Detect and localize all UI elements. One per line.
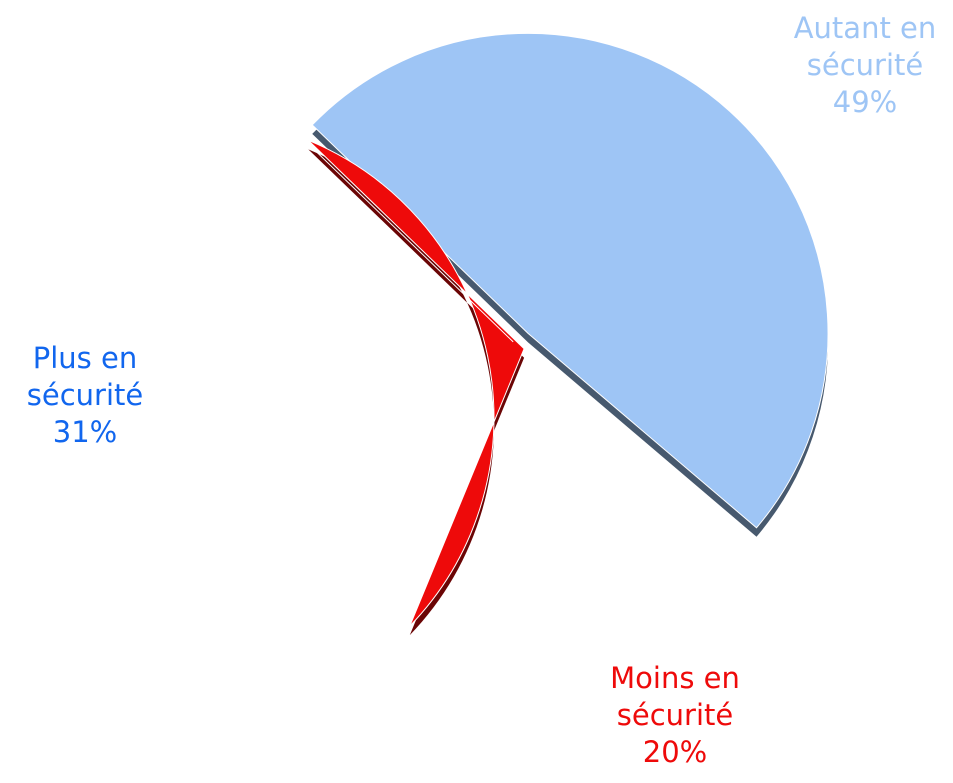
slice-label: Moins en sécurité 20% [580, 660, 770, 771]
category-label: Plus en sécurité [26, 341, 144, 412]
category-label: Moins en sécurité [610, 661, 740, 732]
value-label: 20% [642, 735, 708, 769]
slice-shadow [297, 142, 514, 351]
category-label: Autant en sécurité [793, 11, 937, 82]
slice [311, 32, 829, 529]
value-label: 31% [52, 415, 118, 449]
slice-label: Autant en sécurité 49% [770, 10, 953, 121]
slice-label: Plus en sécurité 31% [0, 340, 180, 451]
value-label: 49% [832, 85, 898, 119]
slice [307, 139, 525, 627]
